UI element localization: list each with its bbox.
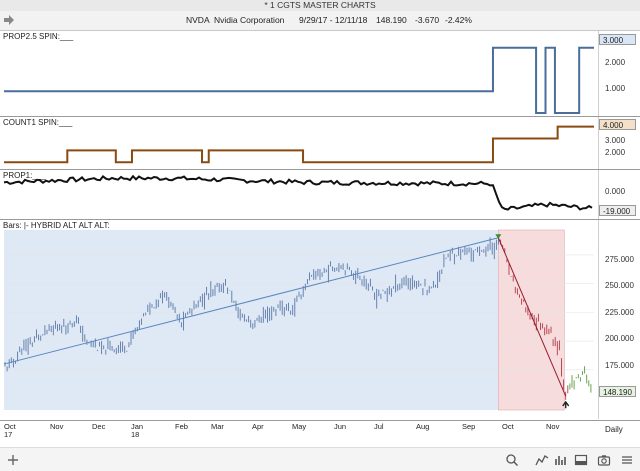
y-tick: 1.000 — [605, 84, 626, 93]
interval-selector[interactable]: Daily — [605, 425, 623, 434]
x-year: 18 — [131, 430, 140, 439]
price-y-axis: 275.000 250.000 225.000 200.000 175.000 — [598, 220, 640, 419]
symbol-info-bar: NVDA Nvidia Corporation 9/29/17 - 12/11/… — [0, 11, 640, 31]
prop1-pane[interactable]: PROP1:___ 0.000 -19.000 — [0, 170, 640, 220]
bottom-toolbar — [0, 447, 640, 471]
x-month: Mar — [211, 422, 224, 431]
x-month: Jul — [374, 422, 384, 431]
x-month: Apr — [252, 422, 264, 431]
prop25-plot — [4, 46, 594, 114]
camera-icon[interactable] — [597, 453, 611, 467]
chart-line-icon[interactable] — [535, 453, 549, 467]
bar-chart-icon[interactable] — [554, 453, 568, 467]
trend-line — [497, 237, 567, 397]
bars-label: Bars: |- HYBRID ALT ALT ALT: — [3, 221, 110, 230]
prop25-pane[interactable]: PROP2.5 SPIN:___ 2.000 1.000 3.000 — [0, 31, 640, 117]
x-month: Oct — [4, 422, 16, 431]
shaded-region — [4, 230, 499, 410]
x-month: May — [292, 422, 307, 431]
indicator-line — [3, 174, 593, 211]
percent-change: -2.42% — [445, 15, 472, 25]
x-month: Oct — [502, 422, 514, 431]
x-month: Jan — [131, 422, 144, 431]
window-title: * 1 CGTS MASTER CHARTS — [264, 0, 376, 10]
indicator-line — [4, 125, 594, 164]
prop25-label: PROP2.5 SPIN:___ — [3, 32, 74, 41]
date-range: 9/29/17 - 12/11/18 — [299, 15, 368, 25]
y-tick: 250.000 — [605, 281, 634, 290]
y-tick: 0.000 — [605, 187, 626, 196]
x-year: 17 — [4, 430, 13, 439]
symbol-ticker: NVDA — [186, 15, 210, 25]
y-tick: 275.000 — [605, 255, 634, 264]
price-bars-pane[interactable]: Bars: |- HYBRID ALT ALT ALT: 275.000 250… — [0, 220, 640, 419]
forward-arrow-icon[interactable] — [3, 14, 15, 26]
low-marker-icon — [562, 400, 570, 409]
panel-layout-icon[interactable] — [574, 453, 588, 467]
price-plot — [3, 229, 594, 411]
menu-icon[interactable] — [620, 453, 634, 467]
x-month: Feb — [175, 422, 188, 431]
count1-current-value: 4.000 — [599, 119, 636, 130]
trend-line — [3, 237, 499, 365]
indicator-line — [4, 46, 594, 114]
prop1-current-value: -19.000 — [599, 205, 636, 216]
count1-pane[interactable]: COUNT1 SPIN:___ 3.000 2.000 4.000 — [0, 117, 640, 170]
title-bar: * 1 CGTS MASTER CHARTS — [0, 0, 640, 11]
x-month: Nov — [50, 422, 64, 431]
prop25-y-axis: 2.000 1.000 — [598, 31, 640, 116]
price-change: -3.670 — [415, 15, 440, 25]
y-tick: 2.000 — [605, 58, 626, 67]
count1-plot — [4, 125, 594, 164]
y-tick: 200.000 — [605, 334, 634, 343]
date-axis: Oct 17 Nov Dec Jan 18 Feb Mar Apr May Ju… — [0, 420, 640, 443]
y-tick: 175.000 — [605, 361, 634, 370]
company-name: Nvidia Corporation — [214, 15, 285, 25]
peak-marker-icon — [495, 234, 502, 239]
add-icon[interactable] — [6, 453, 20, 467]
y-tick: 3.000 — [605, 136, 626, 145]
x-month: Dec — [92, 422, 106, 431]
x-month: Aug — [416, 422, 430, 431]
x-month: Sep — [462, 422, 476, 431]
count1-label: COUNT1 SPIN:___ — [3, 118, 73, 127]
last-price: 148.190 — [376, 15, 407, 25]
search-icon[interactable] — [505, 453, 519, 467]
last-price-marker: 148.190 — [599, 386, 636, 397]
x-month: Jun — [334, 422, 347, 431]
y-tick: 2.000 — [605, 148, 626, 157]
prop25-current-value: 3.000 — [599, 34, 636, 45]
prop1-label: PROP1:___ — [3, 171, 46, 180]
shaded-region — [498, 229, 565, 411]
x-month: Nov — [546, 422, 560, 431]
prop1-plot — [3, 174, 593, 211]
y-tick: 225.000 — [605, 308, 634, 317]
